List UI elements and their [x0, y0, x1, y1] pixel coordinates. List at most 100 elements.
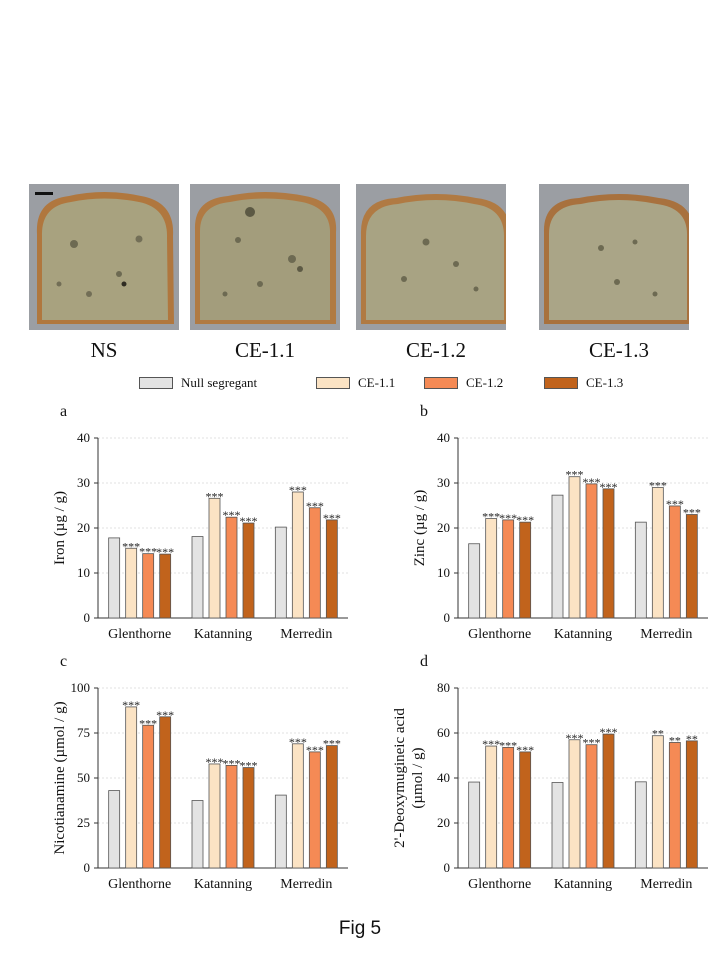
y-tick-label: 75 [77, 725, 90, 740]
figure-caption: Fig 5 [338, 918, 382, 939]
panel-letter: c [60, 653, 67, 670]
y-tick-label: 80 [437, 680, 450, 695]
bar [108, 537, 121, 619]
significance-label: *** [156, 545, 174, 559]
chart-panel-deoxymugineic-acid: d 0 20 40 60 80 2'-Deoxymugineic acid (µmol / g… [392, 653, 708, 892]
bar [159, 716, 172, 869]
bar [485, 518, 498, 619]
bar [519, 521, 532, 619]
bar [502, 519, 515, 619]
significance-label: *** [482, 510, 500, 524]
y-tick-label: 25 [77, 815, 90, 830]
y-tick-label: 40 [437, 770, 450, 785]
x-tick-label: Glenthorne [108, 627, 171, 642]
bar [585, 744, 598, 869]
y-tick-label: 60 [437, 725, 450, 740]
bar [651, 735, 664, 869]
bread-photo-ce-1-2 [356, 184, 506, 330]
x-tick-label: Katanning [554, 627, 612, 642]
legend-label: CE-1.2 [466, 375, 504, 390]
bar [485, 745, 498, 869]
significance-label: *** [122, 698, 140, 712]
bar [651, 487, 664, 619]
photo-label-ce-1-1: CE-1.1 [234, 338, 296, 362]
bar [602, 733, 615, 869]
y-tick-label: 30 [77, 475, 90, 490]
bread-photo-ns [29, 184, 179, 330]
y-tick-label: 30 [437, 475, 450, 490]
legend-swatch [316, 377, 350, 389]
significance-label: *** [600, 725, 618, 739]
significance-label: ** [686, 732, 698, 746]
bar [502, 747, 515, 869]
significance-label: *** [482, 737, 500, 751]
significance-label: ** [652, 727, 664, 741]
significance-label: *** [516, 513, 534, 527]
bar [668, 505, 681, 619]
legend-swatch [544, 377, 578, 389]
bar [191, 800, 204, 869]
y-tick-label: 20 [437, 815, 450, 830]
bar [208, 763, 221, 869]
x-tick-label: Glenthorne [468, 877, 531, 892]
bar [308, 751, 321, 869]
significance-label: *** [306, 499, 324, 513]
y-tick-label: 100 [71, 680, 91, 695]
bar [551, 494, 564, 619]
significance-label: *** [566, 468, 584, 482]
legend-item-ce-1-3: CE-1.3 [544, 374, 623, 392]
bread-slice-image [543, 194, 689, 324]
bar [142, 553, 155, 619]
bar [634, 521, 647, 619]
bar [274, 794, 287, 869]
x-tick-label: Glenthorne [108, 877, 171, 892]
bar [685, 514, 698, 619]
bar [325, 745, 338, 869]
x-tick-label: Merredin [640, 627, 692, 642]
significance-label: *** [649, 479, 667, 493]
significance-label: *** [223, 756, 241, 770]
bar [585, 483, 598, 619]
bar [468, 781, 481, 869]
y-tick-label: 40 [437, 430, 450, 445]
bar [308, 507, 321, 619]
x-tick-label: Katanning [194, 877, 252, 892]
bar [242, 522, 255, 619]
chart-legend: Null segregant CE-1.1 CE-1.2 CE-1.3 [0, 372, 720, 394]
y-tick-label: 20 [77, 520, 90, 535]
significance-label: *** [289, 483, 307, 497]
significance-label: *** [139, 545, 157, 559]
legend-item-null-segregant: Null segregant [139, 374, 257, 392]
x-tick-label: Glenthorne [468, 627, 531, 642]
y-axis-label: Nicotianamine (µmol / g) [52, 701, 68, 854]
bar [242, 767, 255, 869]
significance-label: *** [666, 497, 684, 511]
y-tick-label: 10 [437, 565, 450, 580]
significance-label: *** [516, 743, 534, 757]
significance-label: *** [323, 737, 341, 751]
significance-label: *** [600, 480, 618, 494]
significance-label: *** [206, 489, 224, 503]
bar [108, 790, 121, 869]
significance-label: *** [583, 736, 601, 750]
photo-label-ce-1-2: CE-1.2 [405, 338, 467, 362]
bar [291, 491, 304, 619]
significance-label: *** [206, 755, 224, 769]
x-tick-label: Katanning [194, 627, 252, 642]
bar [634, 781, 647, 869]
legend-label: Null segregant [181, 375, 258, 390]
legend-swatch [139, 377, 173, 389]
significance-label: ** [669, 733, 681, 747]
bar [274, 526, 287, 619]
legend-item-ce-1-2: CE-1.2 [424, 374, 503, 392]
y-tick-label: 10 [77, 565, 90, 580]
bread-slice-image [35, 192, 175, 324]
y-axis-label: 2'-Deoxymugineic acid [392, 708, 408, 848]
bar [291, 743, 304, 869]
y-axis-label: Iron (µg / g) [52, 491, 68, 565]
bread-slice-image [360, 194, 506, 324]
significance-label: *** [323, 511, 341, 525]
bar [125, 547, 138, 619]
